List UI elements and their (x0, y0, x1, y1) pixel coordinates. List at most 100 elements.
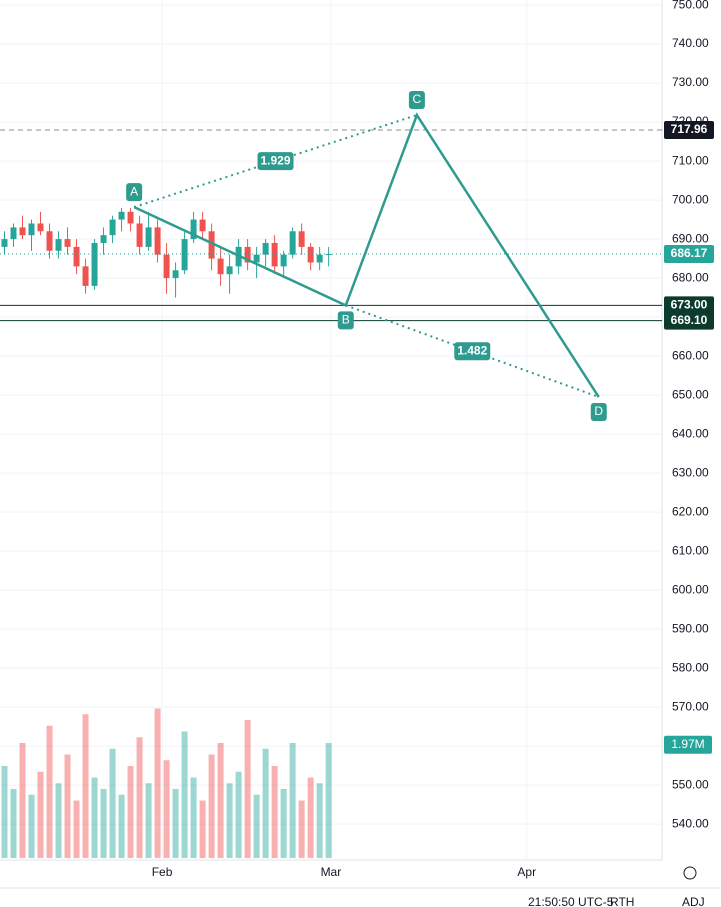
y-tick-label: 600.00 (672, 582, 709, 596)
volume-bar (118, 794, 125, 858)
y-tick-label: 740.00 (672, 36, 709, 50)
volume-bar (316, 783, 323, 858)
status-text: RTH (610, 895, 634, 907)
y-tick-label: 580.00 (672, 660, 709, 674)
volume-bar (100, 789, 107, 858)
candle-body (136, 223, 143, 247)
pattern-line (133, 112, 600, 398)
point-label: B (342, 313, 350, 327)
point-badge (590, 403, 607, 422)
price-badge (664, 311, 714, 330)
candle-body (253, 254, 260, 263)
x-tick-label: Feb (152, 865, 173, 879)
volume-bar (298, 800, 305, 858)
candle-body (10, 227, 17, 240)
volume-badge (664, 735, 712, 754)
y-tick-label: 730.00 (672, 75, 709, 89)
candle-body (181, 239, 188, 271)
candle-body (127, 211, 134, 224)
volume-bar (262, 748, 269, 858)
y-tick-label: 650.00 (672, 387, 709, 401)
volume-bar (199, 800, 206, 858)
volume-bar (226, 783, 233, 858)
volume-bar (244, 720, 251, 858)
x-tick-label: Mar (321, 865, 342, 879)
candle-body (109, 219, 116, 236)
volume-bar (46, 725, 53, 858)
volume-bar (145, 783, 152, 858)
y-tick-label: 710.00 (672, 153, 709, 167)
ratio-label: 1.482 (457, 343, 487, 357)
status-text: 21:50:50 UTC-5 (528, 895, 614, 907)
point-label: C (413, 92, 422, 106)
candle-body (190, 219, 197, 240)
candle-body (307, 246, 314, 263)
candle-body (244, 246, 251, 263)
candle-body (91, 242, 98, 286)
candle-body (55, 239, 62, 251)
ratio-label: 1.929 (261, 153, 291, 167)
candle-body (1, 239, 8, 247)
candle-body (298, 231, 305, 247)
price-badge (664, 296, 714, 315)
volume-bar (136, 737, 143, 858)
candle-body (172, 270, 179, 279)
candle-body (64, 239, 71, 247)
candle-body (226, 266, 233, 275)
status-text: ADJ (682, 895, 705, 907)
candle-body (271, 242, 278, 267)
point-label: A (130, 184, 138, 198)
volume-bar (127, 766, 134, 858)
y-tick-label: 610.00 (672, 543, 709, 557)
point-badge (126, 183, 143, 202)
point-badge (337, 311, 354, 330)
candle-body (28, 223, 35, 236)
volume-bar (181, 731, 188, 858)
y-tick-label: 590.00 (672, 621, 709, 635)
candle-body (163, 254, 170, 279)
volume-bar (82, 714, 89, 858)
candle-body (289, 231, 296, 255)
y-tick-label: 690.00 (672, 231, 709, 245)
candle-body (82, 266, 89, 286)
candle-body (100, 235, 107, 243)
volume-bar (325, 743, 332, 858)
candle-body (19, 227, 26, 236)
point-badge (408, 91, 425, 110)
point-label: D (594, 404, 603, 418)
volume-bar (280, 789, 287, 858)
y-tick-label: 750.00 (672, 0, 709, 11)
volume-bar (289, 743, 296, 858)
price-badge (664, 245, 714, 264)
volume-bar (190, 777, 197, 858)
volume-bar (109, 748, 116, 858)
candle-body (37, 223, 44, 232)
volume-bar (1, 766, 8, 858)
y-tick-label: 640.00 (672, 426, 709, 440)
volume-bar (217, 743, 224, 858)
volume-bar (19, 743, 26, 858)
y-tick-label: 550.00 (672, 777, 709, 791)
settings-icon[interactable] (683, 866, 697, 880)
volume-bar (208, 754, 215, 858)
volume-bar (253, 794, 260, 858)
volume-bar (37, 771, 44, 858)
candle-body (208, 231, 215, 259)
candle-body (73, 246, 80, 267)
y-tick-label: 570.00 (672, 699, 709, 713)
volume-bar (172, 789, 179, 858)
candle-body (154, 227, 161, 255)
ratio-line (133, 114, 418, 209)
x-tick-label: Apr (517, 865, 536, 879)
volume-bar (163, 760, 170, 858)
price-badge-label: 686.17 (671, 246, 708, 260)
y-tick-label: 700.00 (672, 192, 709, 206)
y-tick-label: 630.00 (672, 465, 709, 479)
candle-body (199, 219, 206, 232)
volume-bar (307, 777, 314, 858)
y-tick-label: 680.00 (672, 270, 709, 284)
candle-body (118, 211, 125, 220)
y-tick-label: 660.00 (672, 348, 709, 362)
